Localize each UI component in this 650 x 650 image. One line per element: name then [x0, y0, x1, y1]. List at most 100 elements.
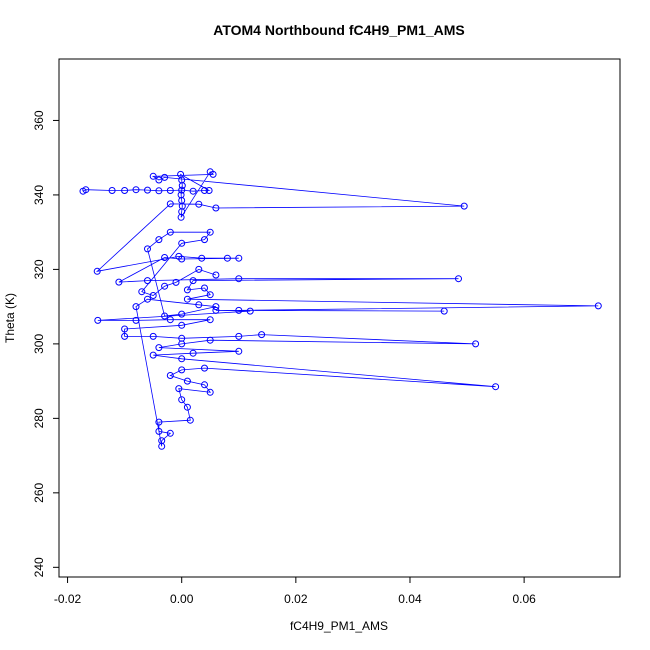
data-point [594, 302, 602, 310]
data-point [82, 186, 90, 194]
data-point [138, 288, 146, 296]
data-point [155, 176, 163, 184]
y-tick-label: 280 [32, 408, 46, 428]
data-point [178, 396, 186, 404]
data-point [235, 254, 243, 262]
data-point [209, 170, 217, 178]
data-point [155, 427, 163, 435]
y-tick-label: 260 [32, 483, 46, 503]
data-point [205, 187, 213, 194]
data-point [195, 200, 203, 208]
data-point [175, 385, 183, 393]
data-point [161, 254, 169, 261]
data-point [132, 316, 140, 324]
data-point [183, 377, 191, 385]
data-point [178, 355, 186, 363]
data-point [166, 429, 174, 437]
data-point [183, 295, 191, 303]
chart-title: ATOM4 Northbound fC4H9_PM1_AMS [213, 22, 465, 38]
data-point [166, 200, 174, 208]
data-point [198, 254, 206, 262]
data-point [178, 310, 186, 318]
data-point [158, 442, 166, 450]
data-point [206, 228, 214, 236]
data-point [206, 336, 214, 344]
data-point [178, 340, 186, 348]
data-point [235, 347, 243, 355]
data-point [161, 312, 169, 320]
data-point [258, 331, 266, 339]
data-point [246, 307, 254, 315]
data-point [235, 275, 243, 283]
data-point [440, 307, 448, 315]
data-point [155, 236, 163, 244]
data-point [155, 187, 163, 195]
data-point [132, 303, 140, 311]
data-point [201, 381, 208, 389]
data-point [201, 236, 208, 244]
data-point [149, 351, 157, 359]
data-point [189, 277, 197, 285]
series-lines [82, 171, 599, 447]
x-tick-label: 0.06 [512, 592, 536, 606]
data-point [235, 332, 243, 340]
data-point [178, 366, 186, 374]
data-point [166, 372, 174, 379]
y-axis: 240 260 280 300 320 340 360 [32, 110, 60, 577]
data-point [472, 340, 480, 348]
data-point [212, 303, 220, 311]
data-point [178, 239, 186, 247]
data-point [201, 187, 208, 194]
data-point [144, 186, 151, 194]
data-point [492, 383, 500, 391]
data-point [183, 286, 191, 294]
x-tick-label: -0.02 [54, 592, 82, 606]
data-point [149, 172, 157, 180]
data-point [166, 228, 174, 236]
data-point [155, 418, 163, 426]
data-point [161, 173, 169, 181]
data-point [235, 306, 243, 314]
data-point [161, 282, 169, 290]
data-point [144, 245, 151, 253]
data-point [460, 202, 468, 210]
x-axis-label: fC4H9_PM1_AMS [290, 619, 388, 633]
data-point [206, 291, 214, 299]
data-point [121, 332, 129, 340]
data-point [108, 187, 116, 194]
data-point [144, 295, 151, 303]
y-tick-label: 300 [32, 334, 46, 354]
x-axis: -0.02 0.00 0.02 0.04 0.06 [54, 576, 536, 606]
data-point [186, 416, 194, 424]
y-tick-label: 320 [32, 259, 46, 279]
data-point [166, 187, 174, 194]
data-point [201, 364, 208, 372]
data-point [183, 403, 191, 411]
data-point [177, 213, 185, 221]
data-point [178, 321, 186, 329]
data-point [455, 275, 462, 283]
data-point [94, 316, 102, 324]
series-points [79, 168, 602, 450]
data-point [149, 292, 157, 299]
y-tick-label: 340 [32, 185, 46, 205]
data-point [189, 349, 197, 357]
data-point [189, 187, 197, 195]
data-point [166, 316, 174, 324]
data-point [206, 316, 214, 324]
data-point [132, 186, 140, 194]
data-point [206, 388, 214, 396]
data-point [201, 284, 208, 292]
data-point [121, 187, 129, 194]
y-tick-label: 240 [32, 557, 46, 577]
data-point [195, 301, 203, 309]
data-point [149, 332, 157, 340]
y-axis-label: Theta (K) [3, 293, 17, 343]
data-point [121, 325, 129, 333]
data-point [93, 267, 101, 275]
data-point [155, 344, 163, 352]
data-point [212, 306, 220, 314]
series-line [82, 171, 599, 447]
